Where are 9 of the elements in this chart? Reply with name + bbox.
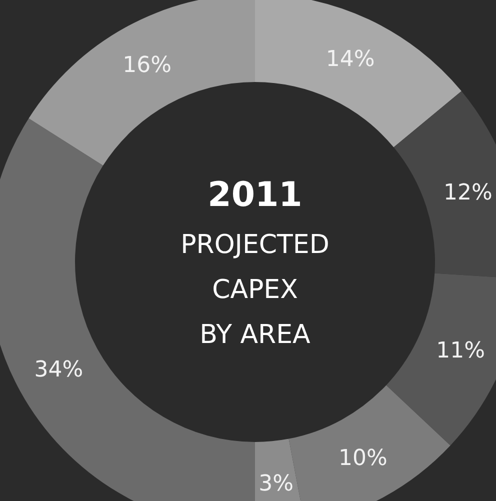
data-label: 16% [122, 53, 172, 78]
text: PROJECTED CAPEX BY AREA [180, 230, 330, 350]
data-label: 10% [338, 446, 388, 471]
data-label: 11% [436, 338, 486, 364]
data-label: 34% [34, 357, 84, 382]
data-label: 3% [258, 472, 294, 496]
text: 2011 [208, 175, 302, 215]
data-label: 14% [326, 46, 375, 72]
data-label: 12% [444, 180, 492, 206]
